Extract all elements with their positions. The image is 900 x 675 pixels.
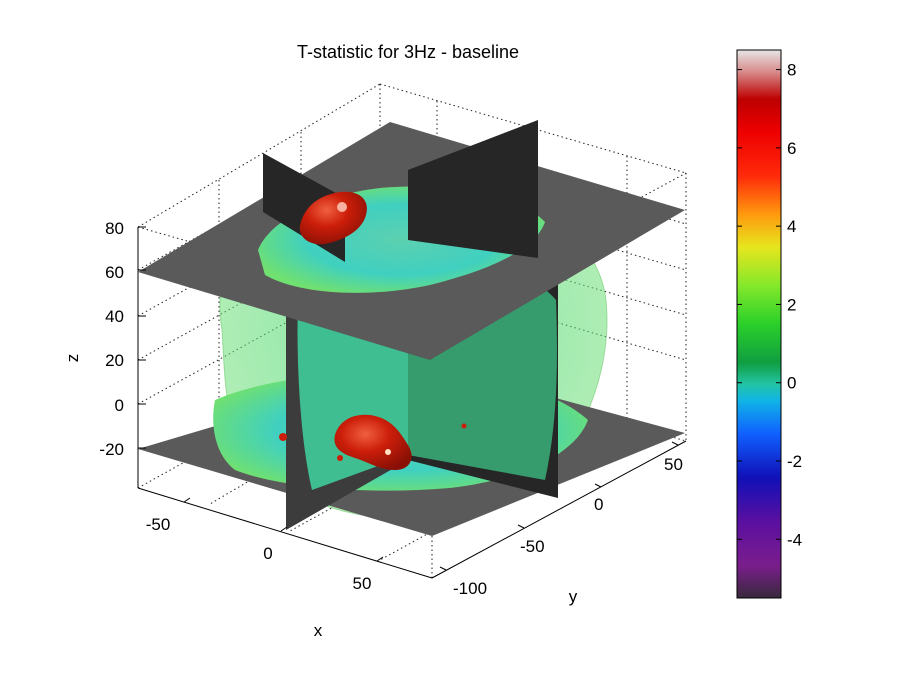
z-axis-label: z — [63, 354, 82, 363]
colorbar-ticks: -4 -2 0 2 4 6 8 — [737, 61, 802, 549]
x-axis-label: x — [314, 621, 323, 640]
x-tick-labels: -50 0 50 — [146, 515, 372, 593]
x-tick-label: 0 — [263, 544, 272, 563]
z-tick-label: -20 — [99, 440, 124, 459]
cluster-lower — [334, 414, 412, 470]
z-tick-label: 20 — [105, 351, 124, 370]
y-tick-label: 50 — [664, 455, 683, 474]
z-tick-label: 80 — [105, 219, 124, 238]
z-tick-label: 60 — [105, 263, 124, 282]
y-axis-label: y — [569, 587, 578, 606]
colorbar-tick-label: 8 — [787, 61, 796, 80]
cluster-upper — [299, 191, 367, 245]
colorbar-tick-label: -4 — [787, 530, 802, 549]
activation-clusters — [279, 191, 467, 470]
colorbar-tick-label: 0 — [787, 374, 796, 393]
y-tick-label: -100 — [453, 579, 487, 598]
y-tick-labels: -100 -50 0 50 — [453, 455, 683, 598]
colorbar-tick-label: 2 — [787, 295, 796, 314]
colorbar-tick-label: -2 — [787, 452, 802, 471]
y-tick-label: -50 — [520, 537, 545, 556]
tick-marks — [138, 226, 679, 571]
y-tick-label: 0 — [594, 495, 603, 514]
z-tick-label: 0 — [115, 396, 124, 415]
colorbar-gradient — [736, 49, 782, 599]
slice-plane-y-top — [408, 120, 538, 258]
z-tick-labels: 80 60 40 20 0 -20 — [99, 219, 124, 459]
colorbar-tick-label: 6 — [787, 139, 796, 158]
x-tick-label: -50 — [146, 515, 171, 534]
chart-title: T-statistic for 3Hz - baseline — [297, 42, 519, 62]
colorbar: -4 -2 0 2 4 6 8 — [736, 49, 802, 599]
z-tick-label: 40 — [105, 307, 124, 326]
x-tick-label: 50 — [353, 574, 372, 593]
colorbar-tick-label: 4 — [787, 217, 796, 236]
